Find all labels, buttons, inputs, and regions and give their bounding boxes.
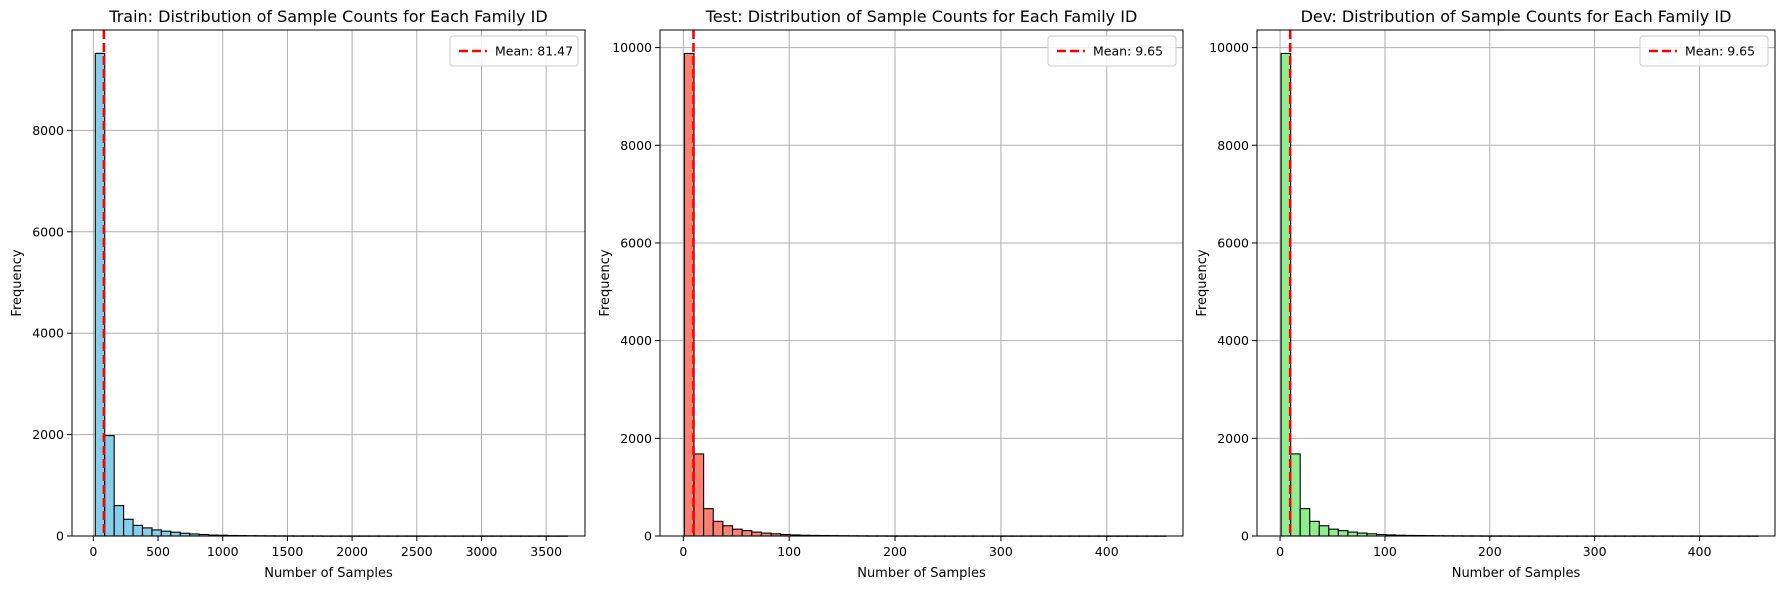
train-y-tick-label: 4000 [32, 326, 64, 341]
test-legend-label: Mean: 9.65 [1093, 44, 1163, 59]
dev-chart-title: Dev: Distribution of Sample Counts for E… [1301, 7, 1732, 26]
test-chart: 0 100 200 300 4000200040006000800010000Test:… [598, 7, 1184, 581]
test-bar [693, 453, 705, 537]
train-x-tick-label: 2500 [401, 544, 433, 559]
train-bar [160, 530, 172, 537]
test-x-tick-label: 0 [679, 544, 687, 559]
dev-axes-frame [1256, 29, 1776, 537]
test-y-tick-label: 10000 [612, 40, 652, 55]
train-legend-label: Mean: 81.47 [495, 44, 573, 59]
dev-bar [1347, 531, 1359, 537]
dev-x-tick-label: 0 [1276, 544, 1284, 559]
dev-y-tick-label: 6000 [1217, 235, 1249, 250]
train-bar [113, 505, 125, 537]
dev-x-tick-label: 200 [1478, 544, 1502, 559]
train-chart: 0 500 1000 1500 2000 2500 3000 3500 0 2000 4000 600… [10, 7, 586, 581]
test-x-tick-label: 300 [989, 544, 1013, 559]
train-x-tick-label: 2000 [336, 544, 368, 559]
dev-y-tick-label: 4000 [1217, 333, 1249, 348]
test-bar [731, 528, 743, 537]
dev-x-tick-label: 300 [1583, 544, 1607, 559]
dev-legend-label: Mean: 9.65 [1685, 44, 1755, 59]
test-y-tick-label: 8000 [620, 138, 652, 153]
test-legend: Mean: 9.65 [1047, 35, 1177, 67]
dev-y-tick-label: 10000 [1209, 40, 1249, 55]
dev-bar [1290, 453, 1301, 537]
test-axes-frame [659, 29, 1184, 537]
dev-chart: 0 100 200 300 4000200040006000800010000Dev: … [1195, 7, 1776, 581]
test-chart-title: Test: Distribution of Sample Counts for … [705, 7, 1138, 26]
test-bar [751, 531, 762, 537]
test-y-tick-label: 0 [644, 529, 652, 544]
dev-y-tick-label: 0 [1241, 529, 1249, 544]
train-bar [141, 527, 153, 537]
dev-y-tick-label: 2000 [1217, 431, 1249, 446]
dev-x-tick-label: 100 [1373, 544, 1397, 559]
dev-legend: Mean: 9.65 [1639, 35, 1769, 67]
train-axes-frame [71, 29, 586, 537]
train-bar [104, 435, 115, 537]
dev-y-tick-label: 8000 [1217, 138, 1249, 153]
test-y-tick-label: 2000 [620, 431, 652, 446]
train-bar [151, 529, 162, 537]
dev-y-axis-label: Frequency [1195, 249, 1210, 316]
train-y-axis-label: Frequency [10, 249, 25, 316]
dev-x-tick-label: 400 [1688, 544, 1712, 559]
train-x-tick-label: 0 [89, 544, 97, 559]
train-x-tick-label: 1500 [272, 544, 304, 559]
test-x-tick-label: 100 [777, 544, 801, 559]
test-bar [741, 530, 753, 537]
train-y-tick-label: 8000 [32, 123, 64, 138]
dev-bar [1318, 525, 1330, 537]
test-y-axis-label: Frequency [598, 249, 613, 316]
dev-bar [1328, 528, 1339, 537]
dev-x-axis-label: Number of Samples [1452, 566, 1581, 581]
train-x-tick-label: 1000 [207, 544, 239, 559]
test-bar [712, 520, 724, 537]
train-bar [123, 518, 134, 537]
test-x-tick-label: 400 [1095, 544, 1119, 559]
train-y-tick-label: 0 [56, 529, 64, 544]
train-chart-title: Train: Distribution of Sample Counts for… [108, 7, 547, 26]
test-x-axis-label: Number of Samples [857, 566, 986, 581]
train-x-tick-label: 3000 [466, 544, 498, 559]
train-bar [170, 531, 181, 537]
test-x-tick-label: 200 [883, 544, 907, 559]
test-bar [703, 508, 714, 537]
test-legend-box [1047, 35, 1177, 67]
train-x-tick-label: 3500 [530, 544, 562, 559]
train-x-axis-label: Number of Samples [264, 566, 393, 581]
dev-bar [1299, 508, 1311, 537]
dev-bar [1309, 520, 1320, 537]
test-bar [722, 525, 734, 537]
dev-legend-box [1639, 35, 1769, 67]
train-legend: Mean: 81.47 [449, 35, 579, 67]
test-y-tick-label: 4000 [620, 333, 652, 348]
train-y-tick-label: 2000 [32, 427, 64, 442]
train-bar [132, 524, 144, 537]
train-legend-box [449, 35, 579, 67]
train-y-tick-label: 6000 [32, 224, 64, 239]
test-y-tick-label: 6000 [620, 235, 652, 250]
train-x-tick-label: 500 [146, 544, 170, 559]
dev-bar [1337, 530, 1349, 537]
